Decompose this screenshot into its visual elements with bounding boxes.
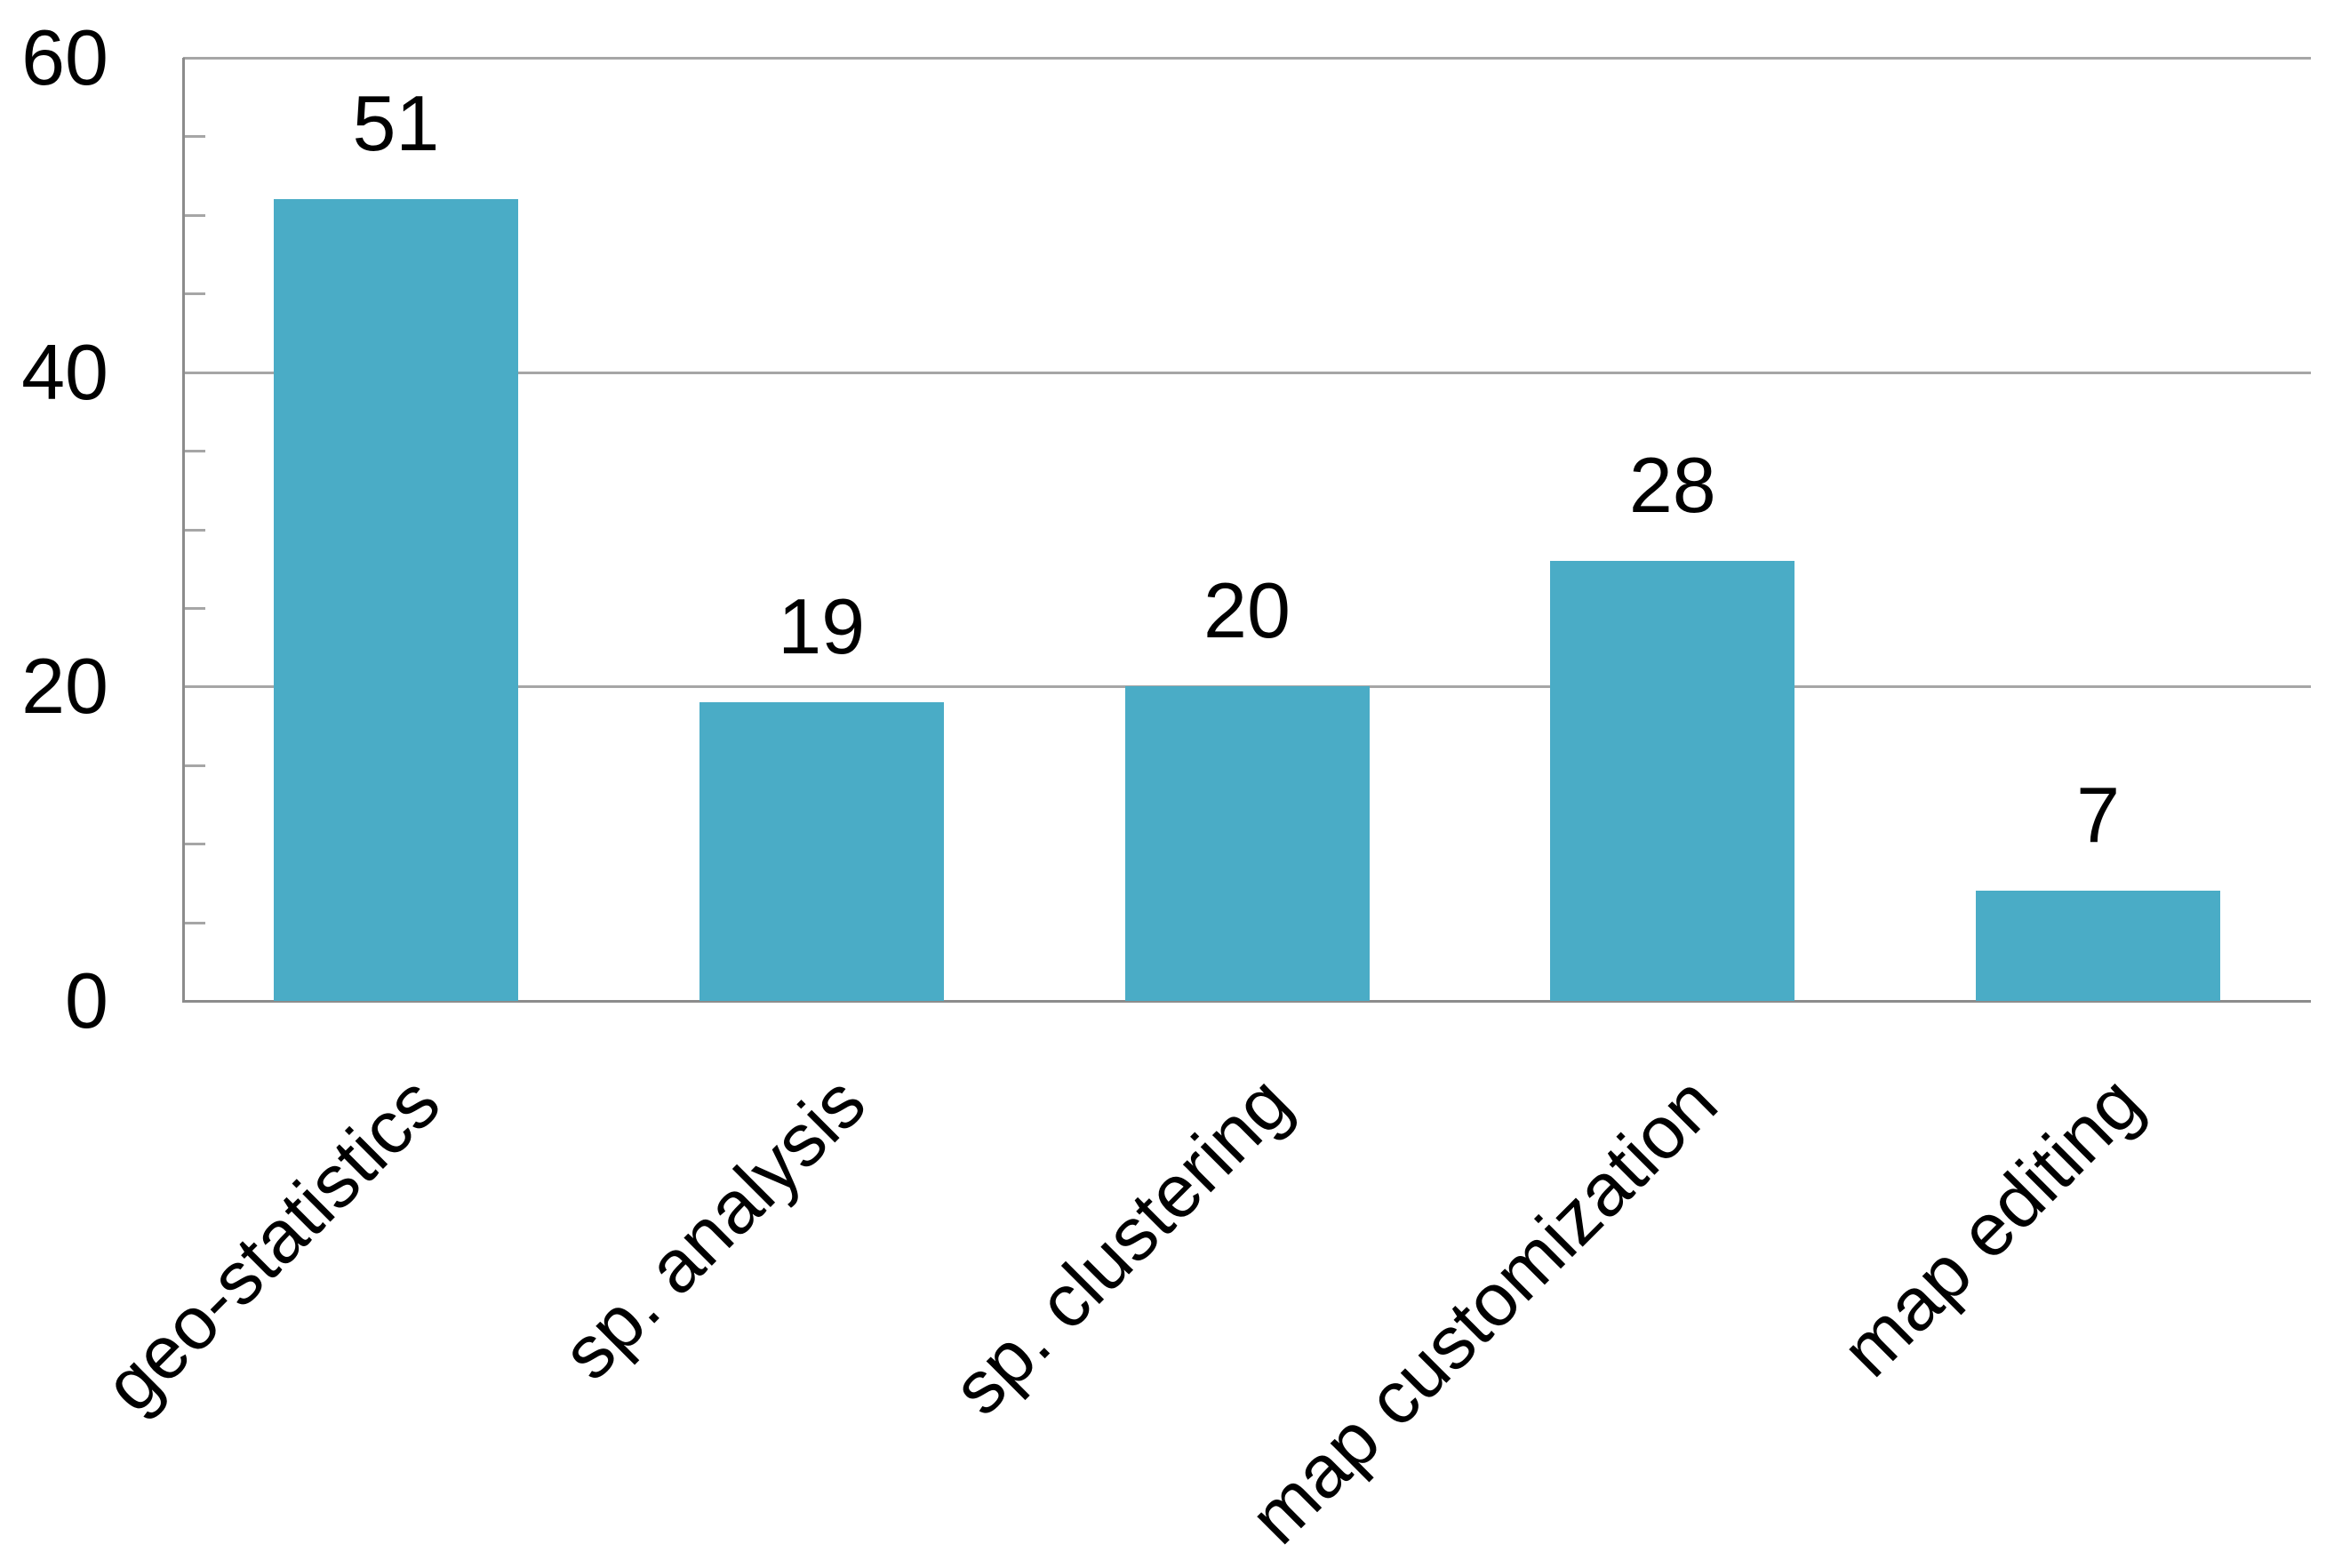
data-label-map customization: 28 [1628, 440, 1716, 529]
y-tick-label-60: 60 [21, 13, 108, 101]
bar-geo-statistics [273, 199, 518, 1001]
bar-map editing [1976, 891, 2221, 1001]
y-axis-minor-tick [183, 528, 205, 532]
y-axis-minor-tick [183, 606, 205, 610]
y-axis-minor-tick [183, 292, 205, 296]
x-category-label-sp. clustering: sp. clustering [936, 1060, 1307, 1431]
data-label-geo-statistics: 51 [352, 79, 440, 168]
y-axis-minor-tick [183, 135, 205, 139]
y-axis-minor-tick [183, 764, 205, 767]
data-label-sp. analysis: 19 [778, 582, 866, 671]
gridline-y-60 [183, 57, 2311, 60]
data-label-map editing: 7 [2076, 771, 2121, 860]
x-category-label-map editing: map editing [1826, 1060, 2158, 1393]
y-axis-minor-tick [183, 843, 205, 846]
y-tick-label-40: 40 [21, 327, 108, 416]
bar-sp. analysis [699, 702, 944, 1001]
y-tick-label-20: 20 [21, 642, 108, 731]
y-axis-minor-tick [183, 213, 205, 217]
x-category-label-map customization: map customization [1233, 1060, 1732, 1560]
bar-sp. clustering [1124, 686, 1370, 1001]
bar-map customization [1550, 560, 1795, 1001]
y-axis-minor-tick [183, 450, 205, 453]
x-category-label-sp. analysis: sp. analysis [546, 1060, 882, 1396]
data-label-sp. clustering: 20 [1203, 566, 1291, 655]
y-tick-label-0: 0 [65, 956, 108, 1044]
x-axis-line [183, 1000, 2311, 1003]
gridline-y-40 [183, 371, 2311, 374]
x-category-label-geo-statistics: geo-statistics [88, 1060, 456, 1428]
y-axis-line [182, 58, 185, 1003]
y-axis-minor-tick [183, 921, 205, 924]
